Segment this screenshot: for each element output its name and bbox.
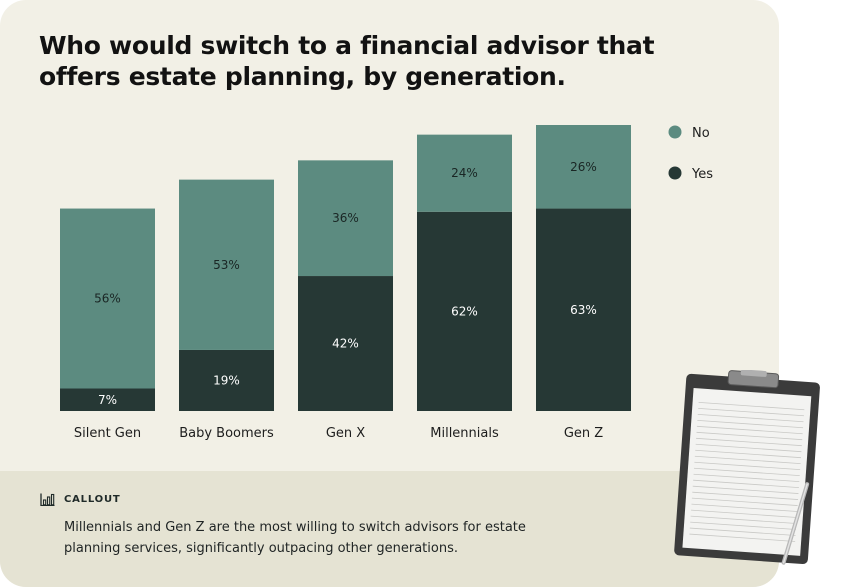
bar-no-0	[60, 208, 155, 389]
data-label-no-2: 36%	[332, 211, 359, 225]
callout-panel: CALLOUT Millennials and Gen Z are the mo…	[0, 471, 779, 587]
callout-text: Millennials and Gen Z are the most willi…	[64, 520, 526, 556]
bar-no-2	[298, 160, 393, 277]
data-label-no-3: 24%	[451, 166, 478, 180]
bar-yes-2	[298, 276, 393, 411]
bar-no-1	[179, 179, 274, 350]
x-tick-label: Gen X	[326, 426, 365, 441]
bar-no-3	[417, 134, 512, 212]
chart-card: Who would switch to a financial advisor …	[0, 0, 779, 587]
callout-label: CALLOUT	[64, 494, 121, 505]
data-label-yes-0: 7%	[98, 393, 117, 407]
bar-yes-3	[417, 211, 512, 411]
bar-no-4	[536, 125, 631, 209]
stacked-bar-chart: 7% 56% Silent Gen 19% 53% Baby Boomers 42% 36% G…	[60, 125, 713, 441]
bar-yes-1	[179, 349, 274, 411]
x-tick-label: Millennials	[430, 426, 499, 441]
legend-swatch-no	[668, 125, 682, 139]
bar-yes-0	[60, 388, 155, 411]
legend-label-yes: Yes	[691, 167, 713, 182]
data-label-yes-3: 62%	[451, 304, 478, 318]
data-label-no-1: 53%	[213, 258, 240, 272]
data-label-no-4: 26%	[570, 160, 597, 174]
x-tick-label: Baby Boomers	[179, 426, 274, 441]
chart-title: Who would switch to a financial advisor …	[39, 31, 655, 91]
data-label-no-0: 56%	[94, 292, 121, 306]
legend-swatch-yes	[668, 166, 682, 180]
callout-header: CALLOUT	[40, 493, 121, 506]
data-label-yes-1: 19%	[213, 373, 240, 387]
data-label-yes-4: 63%	[570, 303, 597, 317]
x-tick-label: Silent Gen	[74, 426, 141, 441]
bar-chart-icon	[40, 493, 55, 506]
legend-label-no: No	[692, 126, 710, 141]
x-tick-label: Gen Z	[564, 426, 603, 441]
clipboard-illustration	[674, 370, 820, 565]
data-label-yes-2: 42%	[332, 337, 359, 351]
bar-yes-4	[536, 208, 631, 411]
